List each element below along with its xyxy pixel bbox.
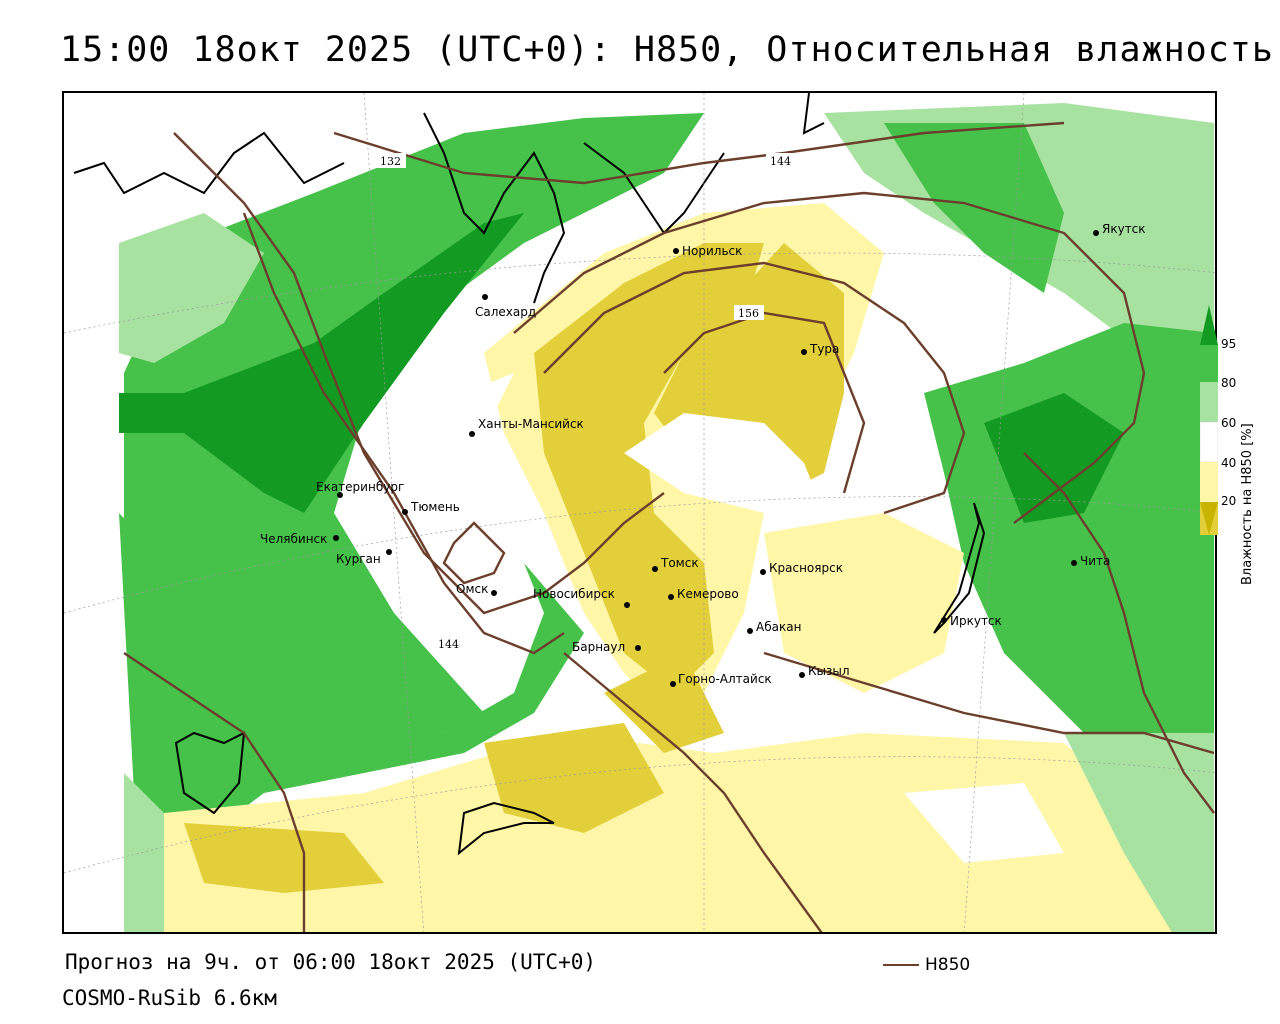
svg-text:Челябинск: Челябинск (260, 532, 327, 546)
svg-text:Ханты-Мансийск: Ханты-Мансийск (478, 417, 584, 431)
city-chelyabinsk: Челябинск (260, 532, 339, 546)
contour-legend-line (883, 964, 919, 966)
map-frame: 132 144 156 144 Салехард Норильск Якутск… (62, 91, 1217, 934)
forecast-caption: Прогноз на 9ч. от 06:00 18окт 2025 (UTC+… (65, 950, 597, 974)
city-tyumen: Тюмень (402, 500, 460, 515)
city-chita: Чита (1071, 554, 1110, 568)
legend-tick: 95 (1221, 337, 1237, 351)
humidity-map: 132 144 156 144 Салехард Норильск Якутск… (64, 93, 1215, 932)
legend-swatch-80 (1200, 382, 1218, 422)
svg-text:Тура: Тура (809, 342, 839, 356)
city-khanty-mansiysk: Ханты-Мансийск (469, 417, 584, 437)
svg-text:Чита: Чита (1080, 554, 1110, 568)
legend-swatch-60 (1200, 421, 1218, 463)
svg-text:Красноярск: Красноярск (769, 561, 843, 575)
city-kemerovo: Кемерово (668, 587, 739, 601)
city-tura: Тура (801, 342, 839, 356)
city-barnaul: Барнаул (572, 640, 641, 654)
svg-text:Иркутск: Иркутск (950, 614, 1002, 628)
legend-tick: 20 (1221, 494, 1237, 508)
legend-tick: 40 (1221, 456, 1237, 470)
contour-legend-label: H850 (925, 955, 971, 975)
svg-text:Екатеринбург: Екатеринбург (316, 480, 404, 494)
h850-contours (123, 121, 1215, 932)
svg-text:Салехард: Салехард (475, 305, 536, 319)
contour-label: 156 (738, 307, 759, 320)
svg-text:Барнаул: Барнаул (572, 640, 625, 654)
svg-text:Кемерово: Кемерово (677, 587, 739, 601)
svg-text:Тюмень: Тюмень (410, 500, 460, 514)
city-kurgan: Курган (336, 549, 392, 566)
city-irkutsk: Иркутск (941, 614, 1002, 628)
svg-text:Якутск: Якутск (1102, 222, 1146, 236)
city-abakan: Абакан (747, 620, 801, 634)
humidity-field (119, 103, 1214, 932)
svg-text:Курган: Курган (336, 552, 381, 566)
legend-swatch-95 (1200, 345, 1218, 382)
city-gorno-altaysk: Горно-Алтайск (670, 672, 772, 687)
contour-label: 132 (380, 155, 401, 168)
graticule (64, 93, 1215, 932)
map-title: 15:00 18окт 2025 (UTC+0): H850, Относите… (60, 30, 1274, 70)
contour-legend: H850 (883, 955, 970, 975)
contour-label: 144 (770, 155, 791, 168)
svg-text:Абакан: Абакан (756, 620, 801, 634)
legend-tick: 60 (1221, 416, 1237, 430)
legend-swatch-top (1200, 305, 1218, 345)
contour-label: 144 (438, 638, 459, 651)
svg-text:Горно-Алтайск: Горно-Алтайск (678, 672, 772, 686)
humidity-legend-bar (1200, 305, 1218, 535)
contour-label-group: 132 144 156 144 (376, 153, 796, 651)
legend-swatch-bottom (1200, 502, 1218, 535)
legend-swatch-40 (1200, 462, 1218, 502)
city-tomsk: Томск (652, 556, 699, 572)
city-omsk: Омск (456, 582, 497, 596)
svg-text:Томск: Томск (660, 556, 699, 570)
svg-text:Новосибирск: Новосибирск (533, 587, 615, 601)
legend-title: Влажность на H850 [%] (1240, 423, 1255, 585)
city-kyzyl: Кызыл (799, 664, 850, 678)
svg-text:Норильск: Норильск (682, 244, 742, 258)
city-ekaterinburg: Екатеринбург (316, 480, 404, 498)
model-caption: COSMO-RuSib 6.6км (62, 986, 277, 1010)
city-krasnoyarsk: Красноярск (760, 561, 843, 575)
city-novosibirsk: Новосибирск (533, 587, 630, 608)
svg-text:Омск: Омск (456, 582, 488, 596)
city-salekhard: Салехард (475, 294, 536, 319)
legend-tick: 80 (1221, 376, 1237, 390)
cities: Салехард Норильск Якутск Тура Ханты-Манс… (260, 222, 1146, 687)
city-yakutsk: Якутск (1093, 222, 1146, 236)
city-norilsk: Норильск (673, 244, 742, 258)
svg-text:Кызыл: Кызыл (808, 664, 850, 678)
